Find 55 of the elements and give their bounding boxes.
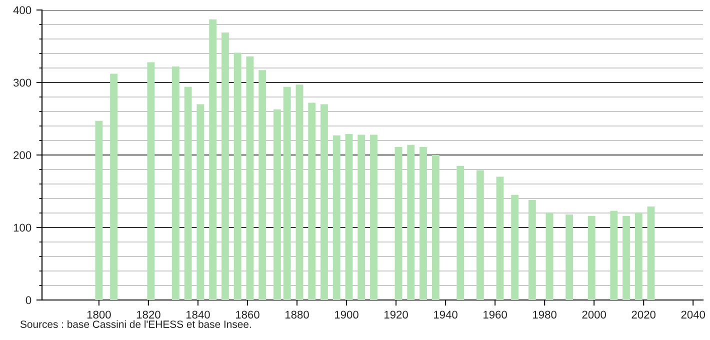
bar (546, 213, 554, 300)
bar (476, 170, 484, 300)
bar (647, 206, 655, 300)
bar (332, 135, 340, 300)
bar (196, 104, 204, 300)
bar (566, 214, 574, 300)
bar (209, 19, 217, 300)
bar (308, 102, 316, 300)
x-tick-label: 1980 (533, 310, 556, 319)
y-tick-label: 200 (14, 151, 32, 160)
bar (184, 86, 192, 300)
x-tick-label: 2040 (681, 310, 706, 319)
x-tick-label: 1920 (384, 310, 408, 319)
x-tick-label: 1880 (285, 310, 309, 319)
x-tick-label: 1940 (434, 310, 458, 319)
bar (407, 144, 415, 300)
bar (394, 147, 402, 300)
bar (246, 56, 254, 300)
bar (296, 84, 304, 300)
y-tick-label: 300 (13, 78, 32, 87)
bar (358, 134, 366, 300)
bar (221, 32, 229, 300)
x-tick-label: 1860 (236, 310, 260, 319)
y-tick-label: 100 (14, 224, 32, 232)
bar (432, 155, 440, 300)
bar (528, 200, 536, 300)
bar (95, 120, 103, 300)
bar (370, 134, 378, 300)
bar (234, 52, 242, 300)
x-tick-label: 1960 (484, 310, 507, 319)
bar (345, 134, 353, 300)
x-tick-label: 2020 (632, 310, 656, 319)
bar (273, 109, 281, 300)
bar (496, 176, 504, 300)
bar (456, 166, 464, 300)
x-tick-label: 1820 (136, 310, 160, 319)
x-tick-label: 2000 (582, 310, 606, 319)
x-tick-label: 1840 (186, 310, 210, 319)
bar (320, 104, 328, 300)
x-tick-label: 1800 (87, 310, 111, 319)
bar (588, 216, 596, 300)
x-tick-label: 1900 (334, 310, 358, 319)
bar (283, 86, 291, 300)
bar (420, 147, 427, 300)
y-tick-label: 400 (13, 6, 32, 14)
bar (172, 66, 180, 300)
bar (147, 62, 155, 300)
bar (110, 74, 118, 300)
bar (634, 213, 642, 300)
bar (610, 210, 618, 300)
bar (622, 216, 630, 300)
source-note: Sources : base Cassini de l'EHESS et base Insee. (20, 320, 251, 328)
bar (511, 194, 519, 300)
y-tick-label: 0 (26, 296, 32, 304)
bar (258, 70, 266, 300)
